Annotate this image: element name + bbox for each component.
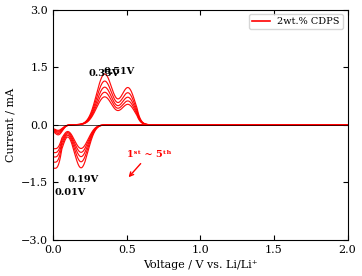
Text: 0.51V: 0.51V — [104, 67, 135, 76]
X-axis label: Voltage / V vs. Li/Li⁺: Voltage / V vs. Li/Li⁺ — [143, 261, 258, 270]
Legend: 2wt.% CDPS: 2wt.% CDPS — [249, 14, 343, 29]
Text: 0.35V: 0.35V — [88, 69, 120, 78]
Y-axis label: Current / mA: Current / mA — [5, 88, 16, 162]
Text: 0.01V: 0.01V — [55, 188, 86, 197]
Text: 1ˢᵗ ~ 5ᵗʰ: 1ˢᵗ ~ 5ᵗʰ — [127, 150, 171, 176]
Text: 0.19V: 0.19V — [68, 175, 99, 184]
